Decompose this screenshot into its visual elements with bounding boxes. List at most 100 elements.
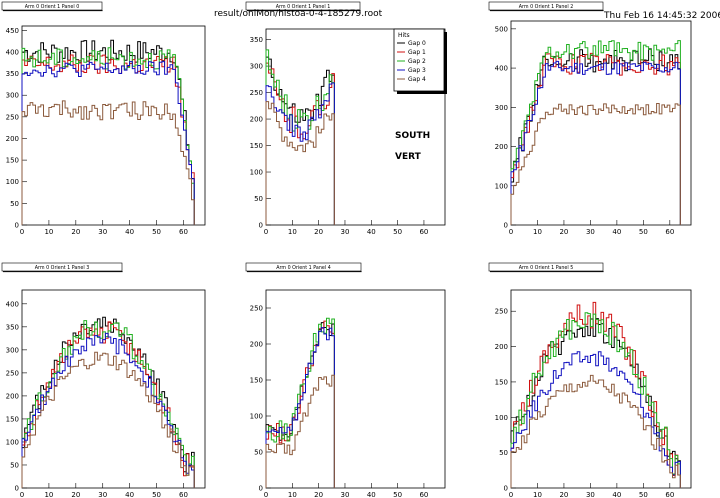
legend-entry: Gap 0 [408, 40, 426, 47]
y-tick-label: 50 [10, 200, 19, 208]
y-tick-label: 400 [6, 300, 19, 308]
y-tick-label: 0 [259, 485, 263, 493]
panel-title-box [1, 1, 103, 11]
x-tick-label: 60 [419, 491, 428, 498]
y-tick-label: 300 [250, 63, 263, 71]
histogram-series [510, 103, 681, 225]
histogram-panel: Arm 0 Orient 1 Panel 5 0 10 20 30 40 50 60 0 50 10… [488, 262, 692, 498]
y-tick-label: 250 [495, 308, 508, 316]
legend-entry: Gap 4 [408, 76, 426, 83]
y-tick-label: 250 [250, 305, 263, 313]
histogram-series [265, 82, 335, 225]
x-tick-label: 10 [533, 228, 542, 236]
histogram-series [265, 320, 335, 488]
y-tick-label: 200 [495, 343, 508, 351]
y-tick-label: 450 [6, 27, 19, 35]
x-tick-label: 20 [71, 228, 80, 236]
x-tick-label: 20 [314, 228, 323, 236]
y-tick-label: 350 [250, 36, 263, 44]
y-tick-label: 100 [495, 414, 508, 422]
x-tick-label: 0 [20, 491, 24, 498]
legend-shadow [444, 32, 447, 94]
histogram-series [265, 101, 335, 225]
panel-title: Arm 0 Orient 1 Panel 3 [35, 265, 90, 271]
x-tick-label: 20 [559, 228, 568, 236]
x-tick-label: 40 [125, 491, 134, 498]
annotation-south: SOUTH [395, 131, 430, 141]
y-tick-label: 500 [495, 25, 508, 33]
y-tick-label: 200 [6, 135, 19, 143]
x-tick-label: 10 [44, 491, 53, 498]
histogram-series [21, 351, 195, 488]
y-tick-label: 400 [6, 48, 19, 56]
x-tick-label: 40 [125, 228, 134, 236]
legend-entry: Gap 2 [408, 58, 426, 65]
histogram-series [21, 100, 195, 225]
histogram-panel: Arm 0 Orient 1 Panel 0 0 10 20 30 40 50 60 0 50 10… [1, 1, 206, 236]
histogram-panel: Arm 0 Orient 1 Panel 1 0 10 20 30 40 50 60 0 50 10… [245, 1, 446, 236]
histogram-series [21, 332, 195, 488]
histogram-series [510, 48, 681, 225]
histogram-series [265, 327, 335, 488]
panel-title-box [488, 262, 604, 272]
y-tick-label: 400 [495, 65, 508, 73]
annotation-vert: VERT [395, 152, 422, 162]
x-tick-label: 10 [533, 491, 542, 498]
plot-frame [21, 289, 206, 489]
y-tick-label: 200 [250, 116, 263, 124]
x-tick-label: 10 [288, 491, 297, 498]
x-tick-label: 30 [586, 491, 595, 498]
x-tick-label: 30 [98, 228, 107, 236]
y-tick-label: 100 [250, 413, 263, 421]
y-tick-label: 300 [495, 104, 508, 112]
panel-title-box [245, 262, 362, 272]
y-tick-label: 0 [504, 222, 508, 230]
panel-title-box [488, 1, 604, 11]
y-tick-label: 150 [6, 415, 19, 423]
x-tick-label: 40 [612, 491, 621, 498]
legend-box [393, 28, 445, 92]
y-tick-label: 100 [495, 182, 508, 190]
histogram-series [510, 40, 681, 225]
histogram-panel: Arm 0 Orient 1 Panel 2 0 10 20 30 40 50 60 0 100 2… [488, 1, 692, 236]
panel-title: Arm 0 Orient 1 Panel 5 [519, 265, 574, 271]
histogram-panel: Arm 0 Orient 1 Panel 4 0 10 20 30 40 50 60 0 50 10… [245, 262, 446, 498]
root-filename: result/onlMon/histoa-0-4-185279.root [214, 9, 383, 19]
y-tick-label: 0 [15, 222, 19, 230]
histogram-panel: Arm 0 Orient 1 Panel 3 0 10 20 30 40 50 60 0 50 10… [1, 262, 206, 498]
histogram-series [510, 312, 681, 488]
panel-title: Arm 0 Orient 1 Panel 2 [519, 4, 574, 10]
timestamp: Thu Feb 16 14:45:32 2006 [604, 11, 720, 21]
x-tick-label: 0 [20, 228, 24, 236]
histogram-series [21, 316, 195, 488]
x-tick-label: 20 [559, 491, 568, 498]
x-tick-label: 60 [179, 491, 188, 498]
x-tick-label: 10 [288, 228, 297, 236]
x-tick-label: 20 [314, 491, 323, 498]
plot-frame [21, 25, 206, 226]
panel-title: Arm 0 Orient 1 Panel 4 [276, 265, 331, 271]
plot-frame [265, 289, 446, 489]
y-tick-label: 0 [504, 485, 508, 493]
y-tick-label: 50 [254, 195, 263, 203]
legend-entry: Gap 3 [408, 67, 426, 74]
histogram-series [21, 54, 195, 225]
x-tick-label: 30 [98, 491, 107, 498]
panel-title: Arm 0 Orient 1 Panel 0 [25, 4, 80, 10]
histogram-series [510, 318, 681, 488]
legend-title: Hits [398, 32, 410, 39]
histogram-series [265, 374, 335, 488]
y-tick-label: 150 [250, 142, 263, 150]
y-tick-label: 250 [6, 113, 19, 121]
x-tick-label: 30 [341, 228, 350, 236]
histogram-series [21, 47, 195, 225]
x-tick-label: 20 [71, 491, 80, 498]
panel-title-box [1, 262, 123, 272]
plot-frame [510, 289, 692, 489]
x-tick-label: 30 [586, 228, 595, 236]
x-tick-label: 10 [44, 228, 53, 236]
y-tick-label: 50 [10, 461, 19, 469]
plot-frame [510, 20, 692, 226]
y-tick-label: 350 [6, 70, 19, 78]
